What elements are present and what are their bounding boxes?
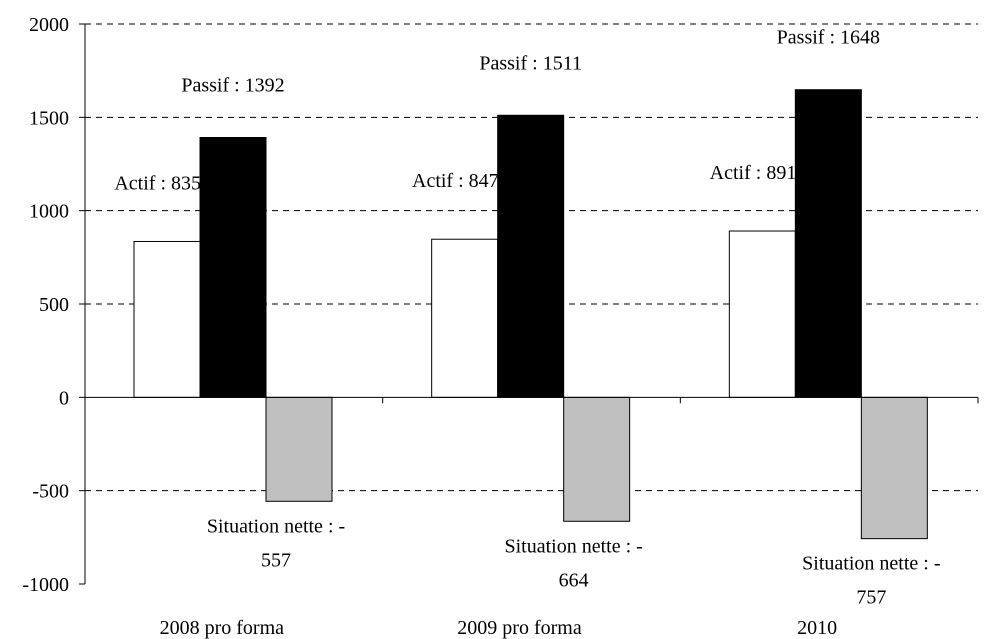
data-label: Passif : 1392 (181, 74, 284, 96)
bar (199, 136, 267, 398)
y-tick-label: 0 (59, 387, 69, 409)
bar (794, 89, 862, 398)
data-label: Situation nette : - (207, 515, 345, 537)
y-tick-label: 500 (39, 294, 69, 316)
bar (563, 396, 631, 522)
bar (497, 114, 565, 398)
x-category-labels: 2008 pro forma 2009 pro forma 2010 (160, 617, 838, 639)
y-tick-labels: 2000 1500 1000 500 0 -500 -1000 (22, 14, 69, 596)
data-label: 664 (559, 569, 589, 591)
bar (728, 230, 796, 398)
data-label: 757 (856, 587, 886, 609)
data-label: Passif : 1511 (479, 52, 582, 74)
x-category-label: 2009 pro forma (457, 617, 582, 639)
bar (860, 396, 928, 540)
data-label: Actif : 891 (710, 162, 797, 184)
x-category-label: 2008 pro forma (160, 617, 285, 639)
y-tick-label: -500 (32, 481, 69, 503)
data-label: Passif : 1648 (777, 27, 880, 49)
y-tick-label: 1500 (29, 107, 69, 129)
bars (133, 89, 928, 540)
data-label: Situation nette : - (802, 553, 940, 575)
bar (133, 240, 201, 398)
y-tick-label: -1000 (22, 574, 69, 596)
data-label: Actif : 835 (114, 172, 201, 194)
y-tick-label: 1000 (29, 201, 69, 223)
data-label: Actif : 847 (412, 170, 499, 192)
data-label: 557 (261, 549, 291, 571)
data-labels: Actif : 835 Passif : 1392 Situation nette … (114, 27, 940, 609)
y-tick-label: 2000 (29, 14, 69, 36)
x-category-label: 2010 (797, 617, 837, 639)
bar (431, 238, 499, 398)
data-label: Situation nette : - (505, 535, 643, 557)
axes (79, 23, 979, 585)
bar (265, 396, 333, 502)
